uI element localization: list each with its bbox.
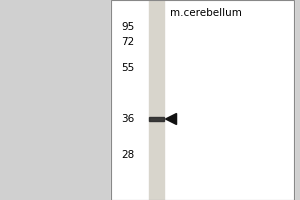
Text: m.cerebellum: m.cerebellum (170, 8, 242, 18)
Text: 72: 72 (122, 37, 135, 47)
Text: 55: 55 (122, 63, 135, 73)
Bar (149, 117, 164, 121)
Text: 95: 95 (122, 22, 135, 32)
Text: 36: 36 (122, 114, 135, 124)
Bar (149, 0, 164, 200)
Text: 28: 28 (122, 150, 135, 160)
Bar (111, 0, 294, 200)
Bar (111, 0, 294, 200)
Polygon shape (166, 113, 176, 124)
